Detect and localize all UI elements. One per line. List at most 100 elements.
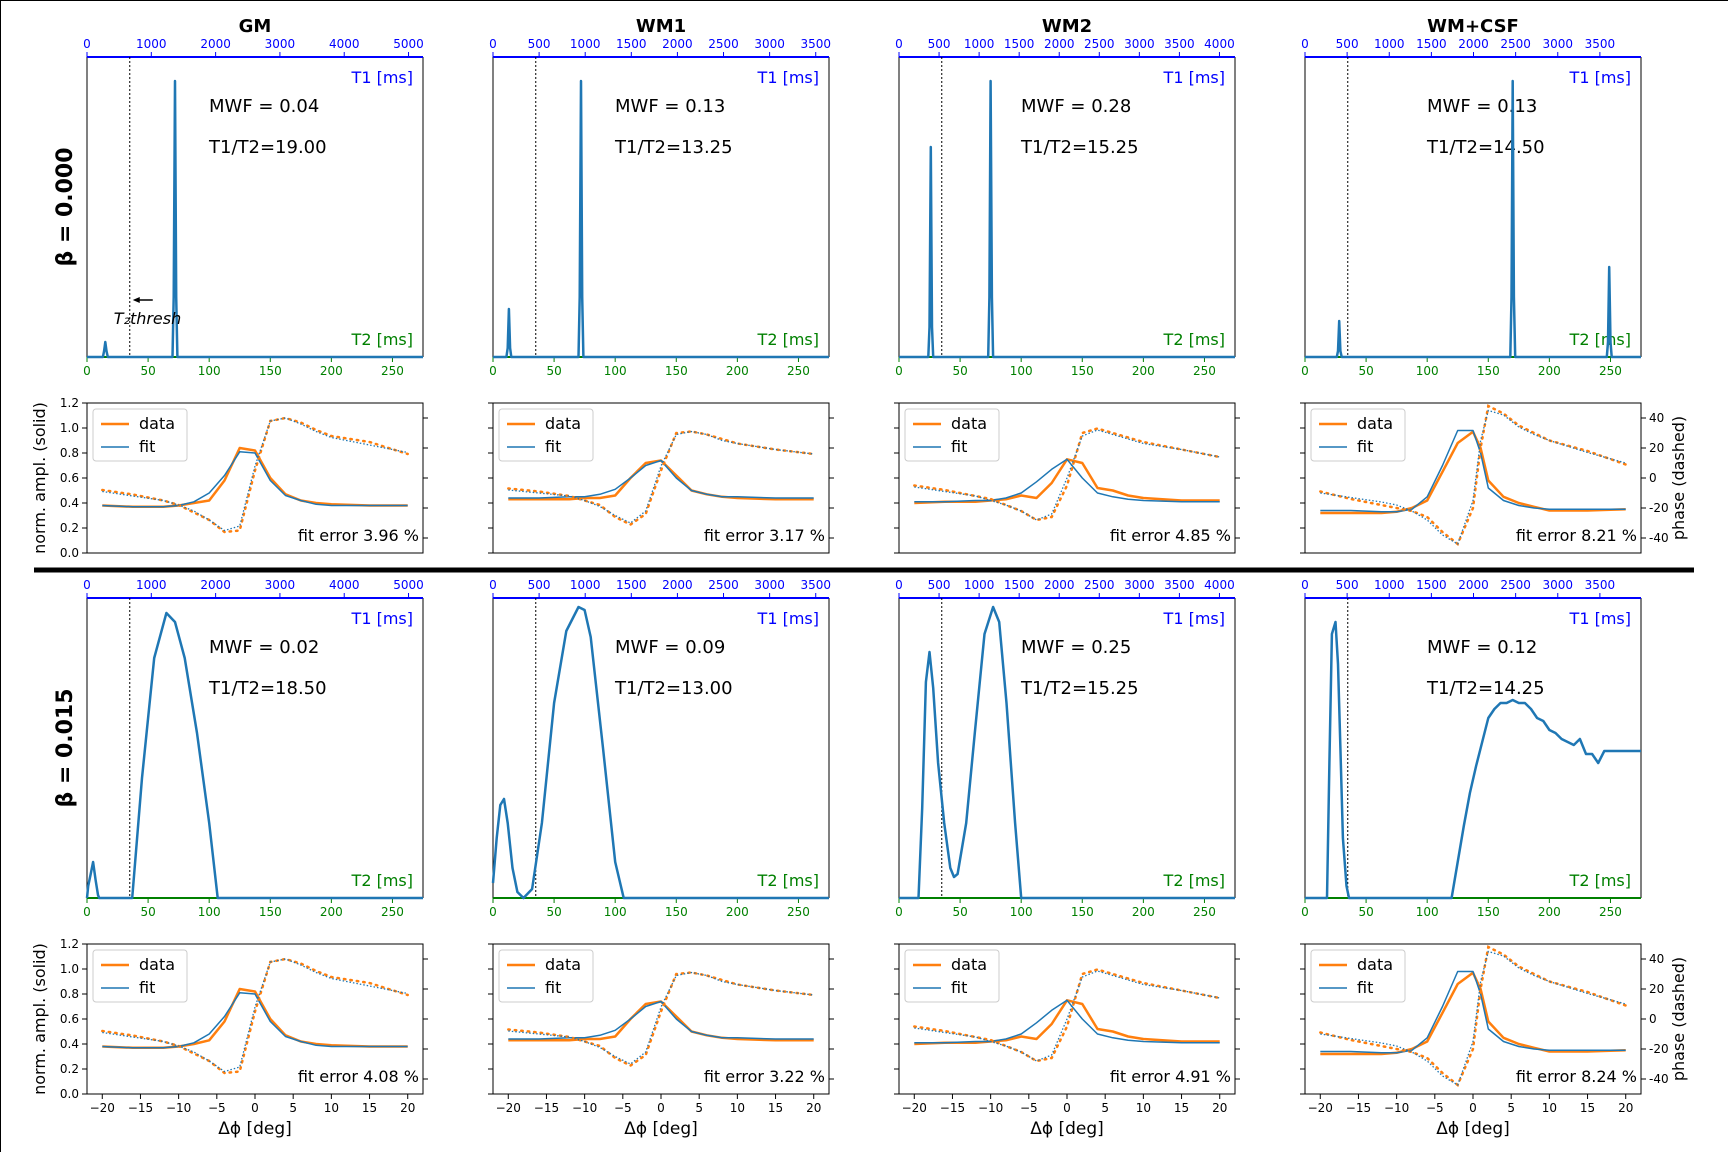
profile-panel: 0.0 0.2 0.4 0.6 0.8 1.0 1.2 −20 −15 −10 −5 0 5 10 15 20… bbox=[30, 937, 428, 1139]
data-phase-line bbox=[507, 971, 815, 1067]
legend-fit-label: fit bbox=[139, 437, 155, 456]
mwf-annotation: MWF = 0.13 bbox=[615, 96, 725, 117]
legend-box bbox=[904, 408, 1000, 462]
t1-tick-label: 0 bbox=[1301, 37, 1309, 51]
t1-tick-label: 2500 bbox=[708, 578, 739, 592]
fit-phase-line bbox=[508, 430, 814, 524]
x-tick-label: −15 bbox=[940, 1101, 965, 1115]
t2-tick-label: 200 bbox=[320, 364, 343, 378]
t2-tick-label: 50 bbox=[1358, 905, 1373, 919]
distribution-panel: 0 500 1000 1500 2000 2500 3000 3500 4000 0 50 100 15… bbox=[895, 37, 1236, 378]
t2-axis-label: T2 [ms] bbox=[1569, 330, 1631, 349]
profile-panel: 0.0 0.2 0.4 0.6 0.8 1.0 1.2 norm. ampl. (solid)… bbox=[30, 396, 428, 560]
profile-panel: −20 −15 −10 −5 0 5 10 15 20 Δϕ [deg] data fit fit er… bbox=[488, 943, 834, 1139]
t2-tick-label: 0 bbox=[1301, 364, 1309, 378]
x-tick-label: −5 bbox=[208, 1101, 226, 1115]
t1-tick-label: 2000 bbox=[200, 578, 231, 592]
t2-tick-label: 50 bbox=[1358, 364, 1373, 378]
t2-axis-label: T2 [ms] bbox=[1569, 871, 1631, 890]
t1-axis-label: T1 [ms] bbox=[1569, 68, 1631, 87]
profile-panel: data fit fit error 4.85 % bbox=[894, 402, 1240, 554]
t1-axis-label: T1 [ms] bbox=[1163, 609, 1225, 628]
t1-tick-label: 2000 bbox=[200, 37, 231, 51]
y-tick-label: 0.6 bbox=[60, 1012, 79, 1026]
y-tick-label: 0.0 bbox=[60, 546, 79, 560]
distribution-line bbox=[899, 79, 1235, 359]
x-tick-label: 0 bbox=[1469, 1101, 1477, 1115]
fit-amplitude-line bbox=[1320, 970, 1626, 1054]
mwf-annotation: MWF = 0.13 bbox=[1427, 96, 1537, 117]
t2-tick-label: 100 bbox=[604, 364, 627, 378]
profile-panel: -40 -20 0 20 40 −20 −15 −10 −5 0 5 10 15 20 Δϕ [deg] ph… bbox=[1300, 943, 1688, 1139]
legend-box bbox=[904, 949, 1000, 1003]
x-tick-label: −20 bbox=[496, 1101, 521, 1115]
t1-tick-label: 2000 bbox=[1458, 37, 1489, 51]
y-tick-label: 0.4 bbox=[60, 496, 79, 510]
legend-box bbox=[1310, 949, 1406, 1003]
t1-tick-label: 0 bbox=[895, 37, 903, 51]
legend-fit-label: fit bbox=[1357, 978, 1373, 997]
x-tick-label: 0 bbox=[1063, 1101, 1071, 1115]
fit-error-label: fit error 4.85 % bbox=[1110, 526, 1231, 545]
fit-phase-line bbox=[102, 417, 408, 532]
t1-tick-label: 2500 bbox=[1500, 578, 1531, 592]
fit-phase-line bbox=[508, 971, 814, 1065]
t1-tick-label: 4000 bbox=[329, 37, 360, 51]
t1-tick-label: 500 bbox=[928, 37, 951, 51]
t1-tick-label: 3500 bbox=[1164, 578, 1195, 592]
x-tick-label: −15 bbox=[1346, 1101, 1371, 1115]
x-tick-label: 15 bbox=[1174, 1101, 1189, 1115]
legend-fit-label: fit bbox=[951, 978, 967, 997]
distribution-line bbox=[493, 79, 829, 359]
y-tick-label: 1.0 bbox=[60, 962, 79, 976]
t2-tick-label: 150 bbox=[1071, 364, 1094, 378]
y-axis-label: norm. ampl. (solid) bbox=[30, 943, 49, 1095]
legend-box bbox=[92, 949, 188, 1003]
data-phase-line bbox=[507, 430, 815, 526]
t2-tick-label: 200 bbox=[1132, 364, 1155, 378]
t2-tick-label: 250 bbox=[1193, 364, 1216, 378]
t1-tick-label: 2000 bbox=[662, 37, 693, 51]
x-tick-label: −15 bbox=[128, 1101, 153, 1115]
y2-tick-label: 40 bbox=[1649, 952, 1664, 966]
t2-tick-label: 0 bbox=[895, 905, 903, 919]
t2-tick-label: 250 bbox=[381, 905, 404, 919]
t1-tick-label: 1500 bbox=[1416, 37, 1447, 51]
t1-tick-label: 1000 bbox=[570, 37, 601, 51]
t2-tick-label: 150 bbox=[1477, 364, 1500, 378]
mwf-annotation: MWF = 0.28 bbox=[1021, 96, 1131, 117]
t2-axis-label: T2 [ms] bbox=[757, 871, 819, 890]
legend-box bbox=[498, 408, 594, 462]
t1-tick-label: 3500 bbox=[800, 37, 831, 51]
fit-amplitude-line bbox=[508, 1000, 814, 1040]
x-tick-label: 10 bbox=[730, 1101, 745, 1115]
threshold-label: T₂thresh bbox=[114, 309, 182, 328]
t1-tick-label: 3000 bbox=[265, 37, 296, 51]
t1-tick-label: 3500 bbox=[1585, 578, 1616, 592]
mwf-annotation: MWF = 0.09 bbox=[615, 637, 725, 658]
t2-tick-label: 100 bbox=[1010, 905, 1033, 919]
y-tick-label: 0.8 bbox=[60, 446, 79, 460]
t1-tick-label: 500 bbox=[1336, 37, 1359, 51]
distribution-panel: 0 500 1000 1500 2000 2500 3000 3500 0 50 100 150 200… bbox=[1301, 37, 1642, 378]
ratio-annotation: T1/T2=13.00 bbox=[614, 678, 733, 699]
mwf-annotation: MWF = 0.04 bbox=[209, 96, 319, 117]
t2-tick-label: 200 bbox=[1538, 364, 1561, 378]
distribution-panel: 0 500 1000 1500 2000 2500 3000 3500 0 50 100 150 200… bbox=[489, 37, 831, 378]
t1-axis-label: T1 [ms] bbox=[351, 609, 413, 628]
t2-tick-label: 200 bbox=[1132, 905, 1155, 919]
t2-tick-label: 150 bbox=[665, 364, 688, 378]
x-axis-label: Δϕ [deg] bbox=[218, 1119, 292, 1139]
t1-tick-label: 4000 bbox=[329, 578, 360, 592]
x-tick-label: −5 bbox=[1426, 1101, 1444, 1115]
fit-error-label: fit error 4.08 % bbox=[298, 1067, 419, 1086]
y-axis-label: norm. ampl. (solid) bbox=[30, 402, 49, 554]
t2-tick-label: 100 bbox=[1010, 364, 1033, 378]
fit-error-label: fit error 8.21 % bbox=[1516, 526, 1637, 545]
x-tick-label: 5 bbox=[1101, 1101, 1109, 1115]
x-tick-label: 20 bbox=[806, 1101, 821, 1115]
data-phase-line bbox=[1319, 945, 1627, 1087]
t1-tick-label: 3000 bbox=[265, 578, 296, 592]
x-tick-label: −15 bbox=[534, 1101, 559, 1115]
distribution-panel: 0 500 1000 1500 2000 2500 3000 3500 4000 0 50 100 15… bbox=[895, 578, 1236, 919]
